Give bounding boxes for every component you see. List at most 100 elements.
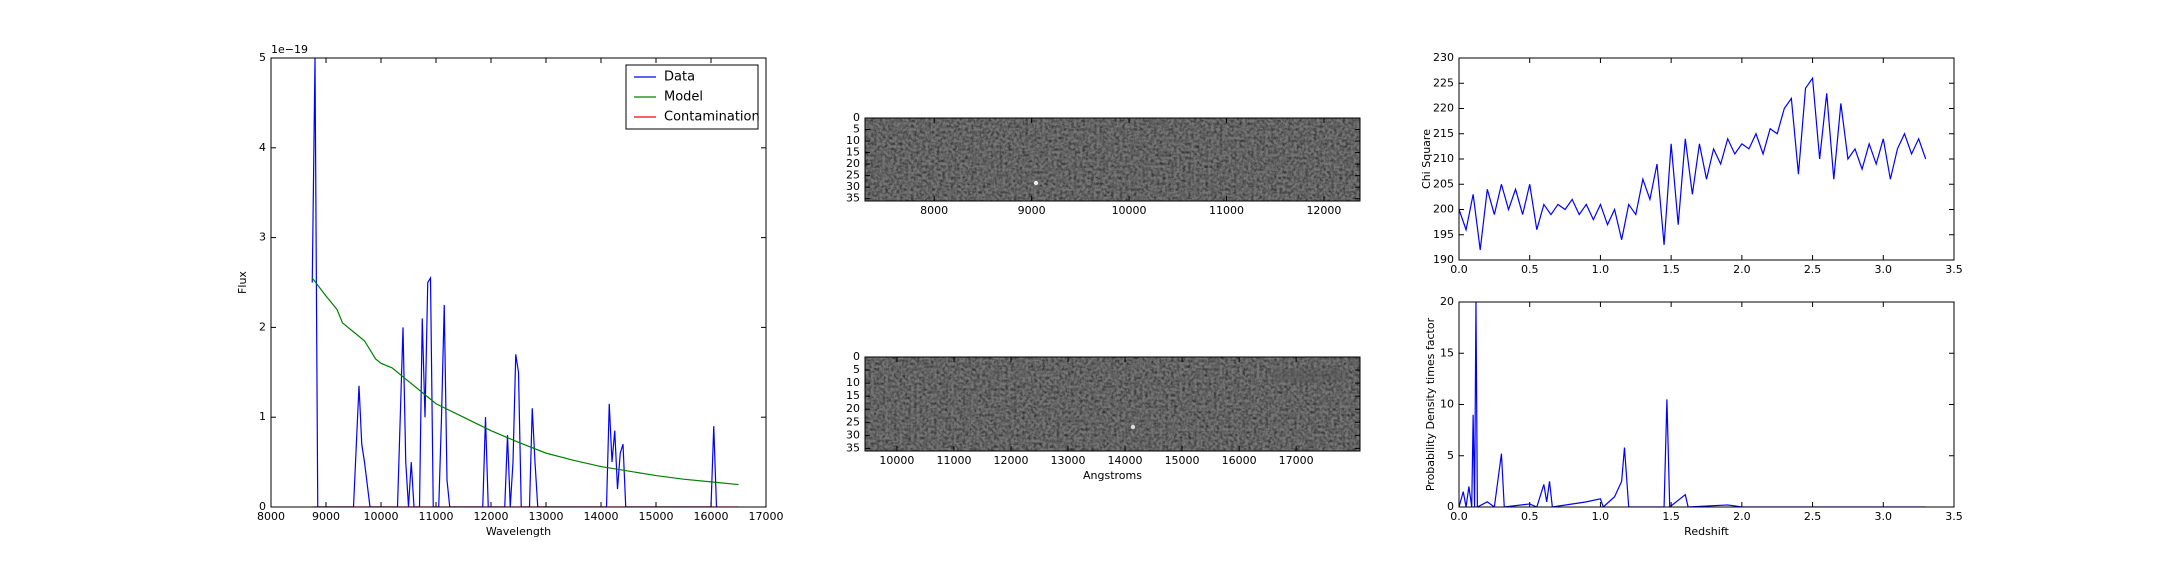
x-tick-label: 2.0 xyxy=(1733,510,1751,523)
x-tick-label: 11000 xyxy=(1209,204,1244,217)
x-tick-label: 12000 xyxy=(1306,204,1341,217)
y-tick-label: 15 xyxy=(846,146,860,159)
plot-area xyxy=(1459,302,1926,507)
x-tick-label: 12000 xyxy=(993,454,1028,467)
y-tick-label: 10 xyxy=(846,376,860,389)
y-tick-label: 190 xyxy=(1433,253,1454,266)
image-noise xyxy=(865,357,1360,451)
x-tick-label: 16000 xyxy=(694,510,729,523)
x-tick-label: 10000 xyxy=(1112,204,1147,217)
x-tick-label: 11000 xyxy=(419,510,454,523)
y-tick-label: 205 xyxy=(1433,177,1454,190)
x-tick-label: 2.5 xyxy=(1804,510,1822,523)
y-tick-label: 5 xyxy=(853,123,860,136)
y-tick-label: 5 xyxy=(853,363,860,376)
image-noise xyxy=(865,118,1360,201)
chart: 0.0 0.5 1.0 1.5 2.0 2.5 3.0 3.5 0 5 10 15 20 Redshift… xyxy=(1424,295,1963,538)
x-tick-label: 0.0 xyxy=(1450,510,1468,523)
charts: 8000 9000 10000 11000 12000 13000 14000 15000 16… xyxy=(236,43,1963,538)
x-tick-label: 1.5 xyxy=(1662,263,1680,276)
x-tick-label: 14000 xyxy=(1108,454,1143,467)
series-line xyxy=(1459,302,1926,507)
x-tick-label: 12000 xyxy=(474,510,509,523)
y-axis-label: Flux xyxy=(236,271,249,294)
y-tick-label: 0 xyxy=(1447,500,1454,513)
x-tick-label: 9000 xyxy=(312,510,340,523)
x-tick-label: 14000 xyxy=(584,510,619,523)
y-tick-label: 3 xyxy=(259,231,266,244)
y-tick-label: 15 xyxy=(846,389,860,402)
x-tick-label: 16000 xyxy=(1222,454,1257,467)
y-tick-label: 35 xyxy=(846,192,860,205)
y-tick-label: 1 xyxy=(259,410,266,423)
x-tick-label: 11000 xyxy=(936,454,971,467)
x-tick-label: 17000 xyxy=(1279,454,1314,467)
y-tick-label: 230 xyxy=(1433,51,1454,64)
image-glow xyxy=(1270,367,1350,383)
x-tick-label: 10000 xyxy=(364,510,399,523)
plot-area xyxy=(311,58,739,507)
y-tick-label: 20 xyxy=(846,402,860,415)
y-tick-label: 220 xyxy=(1433,102,1454,115)
x-tick-label: 13000 xyxy=(529,510,564,523)
y-axis-label: Chi Square xyxy=(1420,129,1433,189)
y-tick-label: 25 xyxy=(846,169,860,182)
chart: 8000 9000 10000 11000 12000 13000 14000 15000 16… xyxy=(236,43,784,538)
x-tick-label: 1.5 xyxy=(1662,510,1680,523)
x-tick-label: 2.0 xyxy=(1733,263,1751,276)
x-tick-label: 10000 xyxy=(879,454,914,467)
y-tick-label: 15 xyxy=(1440,346,1454,359)
y-tick-label: 0 xyxy=(853,350,860,363)
plot-area xyxy=(1459,76,1927,250)
y-tick-label: 20 xyxy=(1440,295,1454,308)
y-tick-label: 20 xyxy=(846,157,860,170)
y-tick-label: 225 xyxy=(1433,76,1454,89)
offset-label: 1e−19 xyxy=(271,43,308,56)
x-axis-label: Wavelength xyxy=(486,525,551,538)
y-tick-label: 2 xyxy=(259,320,266,333)
x-axis-label: Angstroms xyxy=(1083,469,1142,482)
x-tick-label: 0.0 xyxy=(1450,263,1468,276)
y-tick-label: 30 xyxy=(846,180,860,193)
x-tick-label: 1.0 xyxy=(1592,263,1610,276)
x-tick-label: 3.0 xyxy=(1875,510,1893,523)
x-tick-label: 15000 xyxy=(639,510,674,523)
legend-label: Data xyxy=(664,70,695,85)
x-tick-label: 3.5 xyxy=(1945,263,1963,276)
y-tick-label: 195 xyxy=(1433,228,1454,241)
series-line xyxy=(311,277,739,486)
y-tick-label: 30 xyxy=(846,428,860,441)
x-tick-label: 15000 xyxy=(1165,454,1200,467)
y-tick-label: 5 xyxy=(259,51,266,64)
x-tick-label: 0.5 xyxy=(1521,510,1539,523)
y-tick-label: 10 xyxy=(846,134,860,147)
image-source xyxy=(1130,424,1136,430)
y-tick-label: 35 xyxy=(846,441,860,454)
x-tick-label: 17000 xyxy=(749,510,784,523)
y-tick-label: 25 xyxy=(846,415,860,428)
y-axis-label: Probability Density times factor xyxy=(1424,317,1437,491)
y-tick-label: 215 xyxy=(1433,127,1454,140)
legend-label: Model xyxy=(664,90,703,105)
y-tick-label: 4 xyxy=(259,141,266,154)
axes-frame xyxy=(864,117,1361,202)
x-tick-label: 3.5 xyxy=(1945,510,1963,523)
chart: 10000 11000 12000 13000 14000 15000 16000 17000… xyxy=(846,350,1361,482)
x-tick-label: 1.0 xyxy=(1592,510,1610,523)
y-tick-label: 0 xyxy=(853,111,860,124)
x-tick-label: 0.5 xyxy=(1521,263,1539,276)
series-line xyxy=(1459,76,1927,250)
image-source xyxy=(1033,180,1039,186)
x-tick-label: 8000 xyxy=(920,204,948,217)
x-tick-label: 9000 xyxy=(1018,204,1046,217)
series-line xyxy=(311,58,718,507)
y-tick-label: 200 xyxy=(1433,203,1454,216)
x-tick-label: 3.0 xyxy=(1875,263,1893,276)
x-tick-label: 8000 xyxy=(257,510,285,523)
axes-frame xyxy=(864,356,1361,452)
x-axis-label: Redshift xyxy=(1684,525,1729,538)
y-tick-label: 5 xyxy=(1447,449,1454,462)
